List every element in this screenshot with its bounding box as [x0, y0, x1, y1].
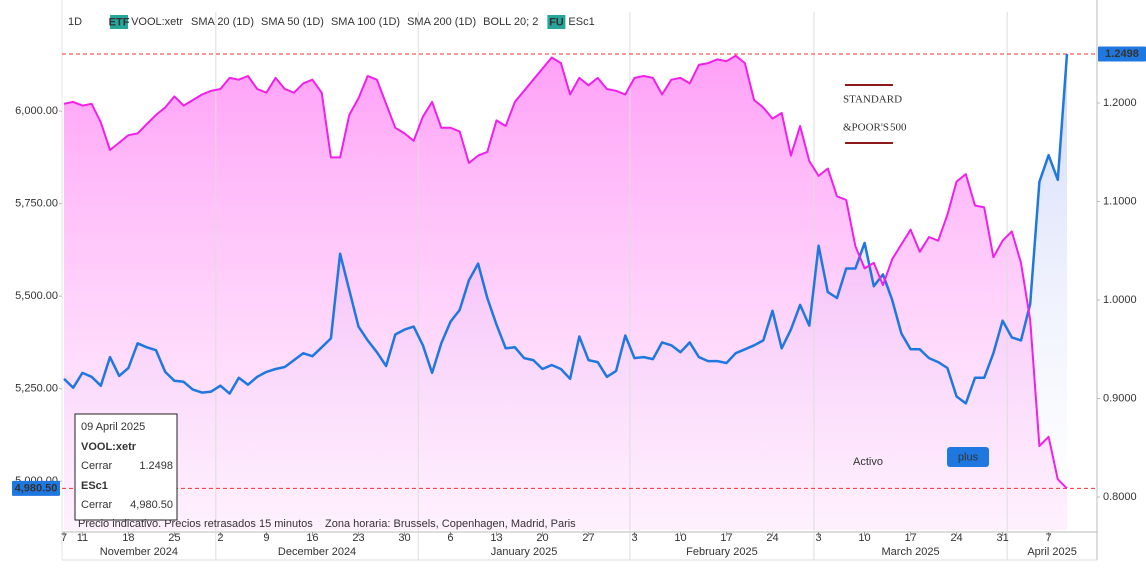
month-label: November 2024: [100, 546, 178, 558]
legend-badge: [547, 15, 566, 29]
y2-tick-label: 1.2000: [1103, 97, 1137, 109]
x-tick-label: 30: [398, 532, 410, 544]
last-value-tag: [1098, 46, 1146, 62]
y2-tick-label: 1.1000: [1103, 195, 1137, 207]
tooltip-field: Cerrar: [81, 499, 113, 511]
last-value-label: 4,980.50: [15, 482, 58, 494]
x-tick-label: 7: [1046, 532, 1052, 544]
month-label: December 2024: [278, 546, 356, 558]
indicator: SMA 50 (1D): [261, 16, 324, 28]
x-tick-label: 10: [674, 532, 686, 544]
x-tick-label: 20: [536, 532, 548, 544]
y-tick-label: 5,500.00: [15, 290, 58, 302]
legend-badge: [110, 15, 129, 29]
tooltip-value: 1.2498: [139, 460, 173, 472]
x-tick-label: 11: [77, 532, 88, 544]
x-tick-label: 17: [904, 532, 916, 544]
logo-text: 500: [890, 122, 907, 134]
month-label: March 2025: [882, 546, 940, 558]
x-tick-label: 6: [447, 532, 453, 544]
logo-badge-text: plus: [958, 451, 979, 463]
y2-tick-label: 0.9000: [1103, 392, 1137, 404]
x-tick-label: 27: [582, 532, 594, 544]
tooltip-date: 09 April 2025: [81, 421, 145, 433]
indicator: SMA 200 (1D): [407, 16, 476, 28]
x-tick-label: 24: [766, 532, 778, 544]
x-tick-label: 13: [490, 532, 502, 544]
y-tick-label: 6,000.00: [15, 105, 58, 117]
legend-entry: ESc1: [568, 16, 594, 28]
x-tick-label: 17: [720, 532, 732, 544]
legend-badge-text: FU: [549, 16, 564, 28]
x-tick-label: 7: [61, 532, 67, 544]
last-value-label: 1.2498: [1105, 48, 1139, 60]
month-label: February 2025: [686, 546, 758, 558]
last-value-tag: [12, 480, 60, 496]
x-tick-label: 18: [122, 532, 134, 544]
x-tick-label: 24: [950, 532, 962, 544]
x-tick-label: 3: [815, 532, 821, 544]
tooltip-series: VOOL:xetr: [81, 441, 137, 453]
indicator: SMA 100 (1D): [331, 16, 400, 28]
month-label: January 2025: [491, 546, 558, 558]
y-tick-label: 5,250.00: [15, 383, 58, 395]
tooltip-field: Cerrar: [81, 460, 113, 472]
x-tick-label: 2: [217, 532, 223, 544]
series-area: [64, 55, 1067, 530]
y2-tick-label: 0.8000: [1103, 491, 1137, 503]
y2-tick-label: 1.0000: [1103, 294, 1137, 306]
series-line: [63, 54, 1068, 490]
indicator: SMA 20 (1D): [191, 16, 254, 28]
logo-text: &POOR'S: [843, 122, 889, 134]
tooltip-box: [74, 413, 178, 521]
x-tick-label: 31: [996, 532, 1008, 544]
interval: 1D: [68, 16, 82, 28]
legend-badge-text: ETF: [109, 16, 130, 28]
x-tick-label: 9: [263, 532, 269, 544]
x-tick-label: 10: [858, 532, 870, 544]
tooltip-value: 4,980.50: [130, 499, 173, 511]
tooltip-series: ESc1: [81, 480, 108, 492]
legend-entry: VOOL:xetr: [131, 16, 183, 28]
y-tick-label: 5,750.00: [15, 198, 58, 210]
note: Precio indicativo. Precios retrasados 15…: [78, 518, 576, 530]
x-tick-label: 23: [352, 532, 364, 544]
indicator: BOLL 20; 2: [483, 16, 538, 28]
logo-text: Activo: [853, 456, 883, 468]
month-label: April 2025: [1027, 546, 1077, 558]
x-tick-label: 25: [168, 532, 180, 544]
x-tick-label: 16: [306, 532, 318, 544]
series-line: [63, 53, 1069, 405]
logo-badge: [947, 447, 989, 467]
logo-text: STANDARD: [843, 94, 902, 106]
x-tick-label: 3: [631, 532, 637, 544]
